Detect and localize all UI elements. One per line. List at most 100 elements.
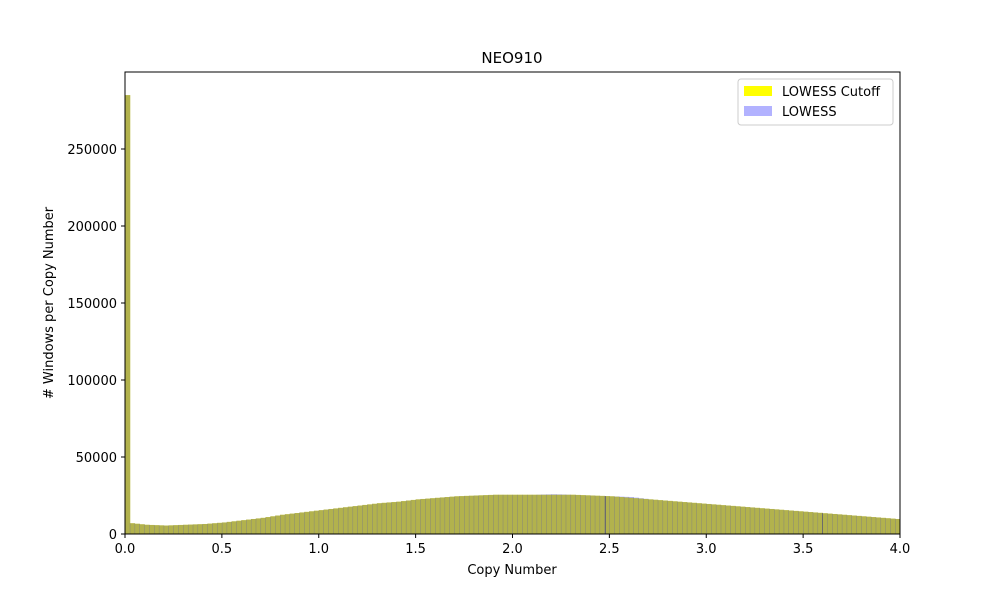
histogram-bar	[837, 514, 843, 534]
histogram-bar	[386, 502, 392, 534]
histogram-bar	[294, 513, 300, 534]
histogram-bar	[657, 500, 664, 534]
histogram-bar	[570, 494, 576, 534]
histogram-bar	[633, 497, 639, 534]
histogram-bar	[774, 509, 780, 534]
histogram-bar	[275, 515, 281, 534]
legend: LOWESS Cutoff LOWESS	[737, 78, 894, 126]
histogram-bar	[556, 494, 562, 534]
x-tick-label: 0.0	[115, 542, 136, 557]
histogram-bar	[158, 525, 165, 534]
histogram-bar	[604, 496, 610, 534]
histogram-bar	[333, 508, 339, 534]
histogram-bar	[880, 517, 886, 534]
histogram-bar	[614, 496, 620, 534]
histogram-bar	[870, 517, 877, 534]
histogram-bar	[226, 521, 232, 534]
histogram-bar	[856, 515, 862, 534]
histogram-bar	[376, 503, 383, 534]
histogram-bar	[405, 500, 412, 534]
histogram-bar	[139, 524, 145, 534]
histogram-bar	[396, 501, 402, 534]
histogram-bar	[158, 525, 165, 534]
histogram-bar	[711, 504, 717, 534]
histogram-bar	[769, 508, 775, 534]
histogram-bar	[425, 498, 431, 534]
histogram-bar	[125, 95, 131, 534]
histogram-bar	[783, 510, 789, 534]
histogram-bar	[323, 509, 329, 534]
series-0	[125, 95, 901, 534]
histogram-bar	[289, 513, 295, 534]
histogram-bar	[803, 511, 809, 534]
histogram-bar	[207, 523, 213, 534]
histogram-bar	[769, 508, 775, 534]
histogram-bar	[144, 524, 150, 534]
histogram-bar	[735, 506, 741, 534]
histogram-bar	[861, 516, 867, 534]
histogram-bar	[890, 518, 896, 534]
x-axis-label: Copy Number	[467, 563, 557, 578]
histogram-bar	[294, 513, 300, 534]
histogram-bar	[812, 512, 819, 534]
histogram-bar	[483, 495, 489, 534]
histogram-bar	[827, 513, 833, 534]
histogram-bar	[144, 524, 150, 534]
y-axis-label: # Windows per Copy Number	[42, 206, 57, 399]
histogram-bar	[851, 515, 857, 534]
histogram-bar	[837, 514, 843, 534]
histogram-bar	[280, 514, 286, 534]
histogram-bar	[342, 507, 349, 534]
histogram-bar	[381, 502, 387, 534]
histogram-bar	[468, 495, 475, 534]
histogram-bar	[483, 495, 489, 534]
histogram-bar	[846, 515, 852, 534]
histogram-bar	[745, 507, 751, 534]
x-tick-label: 1.0	[308, 542, 329, 557]
histogram-bar	[585, 495, 591, 534]
x-tick-label: 3.5	[793, 542, 814, 557]
histogram-bar	[488, 494, 494, 534]
x-tick-label: 0.5	[212, 542, 233, 557]
histogram-bar	[405, 500, 412, 534]
histogram-bar	[885, 518, 891, 534]
histogram-bar	[841, 514, 848, 534]
histogram-bar	[696, 503, 702, 534]
histogram-bar	[187, 524, 194, 534]
histogram-bar	[531, 494, 538, 534]
histogram-bar	[473, 495, 479, 534]
histogram-bar	[459, 496, 465, 534]
histogram-bar	[347, 506, 354, 534]
histogram-bar	[497, 494, 504, 534]
histogram-bar	[255, 518, 262, 534]
histogram-bar	[367, 504, 373, 534]
histogram-bar	[803, 511, 809, 534]
histogram-bar	[725, 505, 731, 534]
histogram-bar	[832, 513, 838, 534]
histogram-bar	[609, 496, 615, 534]
x-axis-ticks: 0.0 0.5 1.0 1.5 2.0 2.5 3.0 3.5 4.0	[115, 534, 910, 557]
histogram-bar	[449, 496, 455, 534]
histogram-bar	[217, 522, 223, 534]
histogram-bar	[677, 501, 683, 534]
histogram-bar	[192, 524, 199, 534]
histogram-bar	[168, 525, 174, 534]
histogram-bar	[866, 516, 872, 534]
histogram-bar	[793, 510, 799, 534]
histogram-bar	[895, 518, 901, 534]
histogram-bar	[764, 508, 770, 534]
histogram-bar	[328, 508, 334, 534]
histogram-bar	[517, 494, 523, 534]
histogram-bar	[381, 502, 387, 534]
histogram-bar	[895, 518, 901, 534]
histogram-bar	[173, 525, 179, 534]
histogram-bar	[318, 510, 324, 534]
histogram-bar	[783, 510, 789, 534]
histogram-bar	[241, 520, 247, 534]
histogram-bar	[667, 500, 673, 534]
histogram-bar	[333, 508, 339, 534]
histogram-bar	[318, 510, 324, 534]
histogram-bar	[619, 497, 625, 534]
histogram-bar	[720, 505, 727, 534]
vlines-layer	[605, 496, 823, 534]
